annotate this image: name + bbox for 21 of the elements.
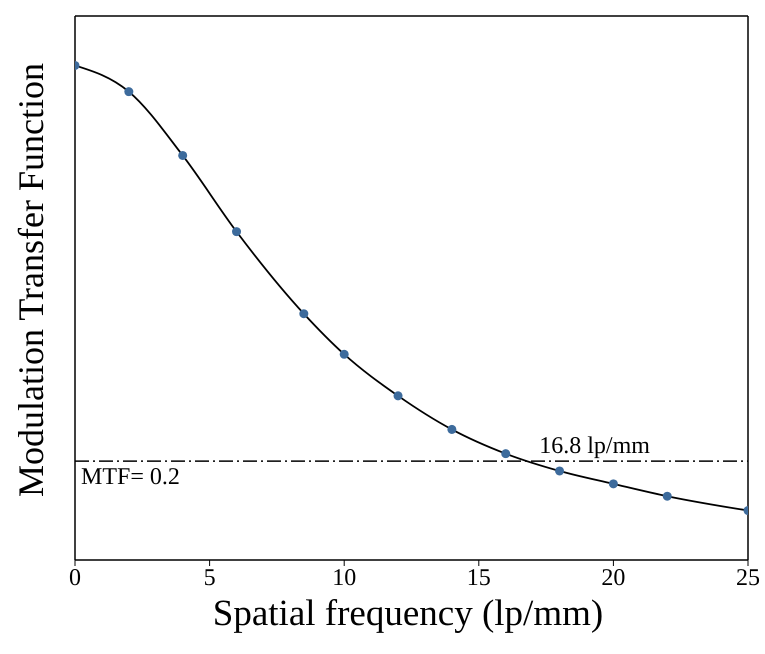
x-tick-label: 20: [601, 565, 626, 592]
point: [178, 150, 188, 160]
annotation: 16.8 lp/mm: [539, 433, 650, 460]
ref-line-label: MTF= 0.2: [81, 464, 180, 490]
x-axis-title: Spatial frequency (lp/mm): [212, 592, 604, 636]
point: [299, 309, 308, 318]
y-axis-title: Modulation Transfer Function: [11, 62, 52, 498]
point: [124, 87, 134, 96]
x-tick-label: 5: [204, 565, 216, 592]
point: [501, 449, 510, 458]
x-tick-label: 0: [69, 565, 81, 592]
point: [555, 466, 564, 476]
x-tick-label: 15: [466, 565, 491, 592]
x-tick-label: 25: [736, 565, 760, 592]
point: [447, 424, 456, 434]
point: [232, 227, 242, 236]
point: [340, 350, 349, 359]
point: [394, 391, 403, 400]
point: [662, 492, 672, 501]
point: [608, 479, 618, 488]
x-tick-label: 10: [332, 565, 356, 592]
